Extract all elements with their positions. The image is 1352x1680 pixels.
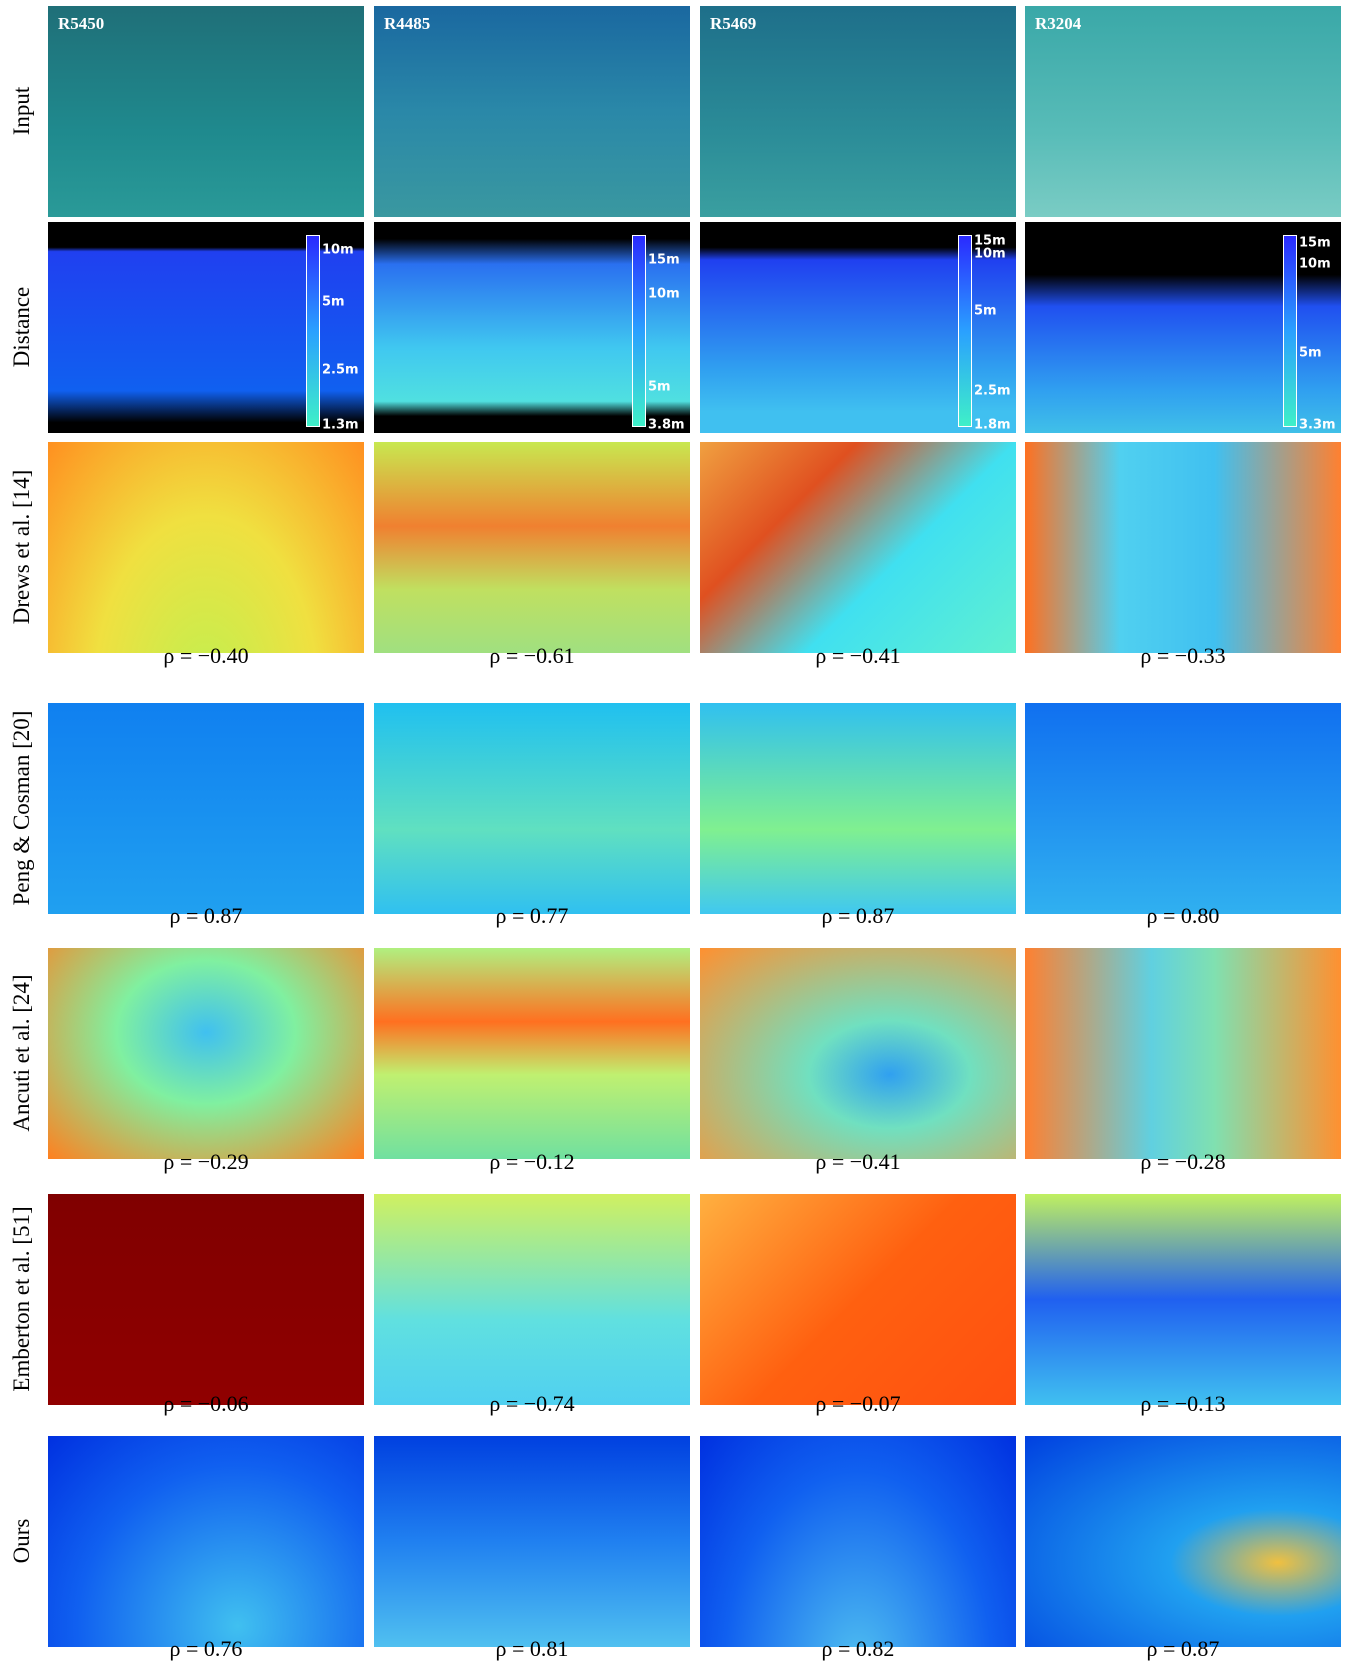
correlation: ρ = 0.82 — [700, 1636, 1016, 1662]
row-label: Ancuti et al. [24] — [9, 974, 35, 1131]
colorbar — [306, 235, 320, 427]
image-panel — [1025, 703, 1341, 914]
image-panel — [700, 1194, 1016, 1405]
image-panel — [48, 948, 364, 1159]
image-panel — [374, 442, 690, 653]
image-panel — [700, 703, 1016, 914]
correlation: ρ = 0.87 — [48, 903, 364, 929]
image-panel — [700, 442, 1016, 653]
row-label: Emberton et al. [51] — [9, 1206, 35, 1391]
image-panel — [700, 948, 1016, 1159]
image-panel — [374, 1194, 690, 1405]
image-panel: R4485 — [374, 6, 690, 217]
correlation: ρ = 0.87 — [1025, 1636, 1341, 1662]
colorbar-label: 10m — [974, 247, 1006, 262]
correlation: ρ = −0.41 — [700, 643, 1016, 669]
correlation: ρ = −0.40 — [48, 643, 364, 669]
colorbar — [958, 235, 972, 427]
colorbar-label: 15m — [1299, 235, 1331, 250]
figure: Input R5450 R4485 R5469 R3204 Distance 10m 5m 2.… — [0, 0, 1352, 1680]
colorbar-label: 5m — [648, 380, 671, 395]
correlation: ρ = −0.13 — [1025, 1391, 1341, 1417]
colorbar-label: 10m — [1299, 256, 1331, 271]
image-panel — [374, 1436, 690, 1647]
correlation: ρ = −0.12 — [374, 1149, 690, 1175]
column-label: R5469 — [710, 14, 756, 34]
correlation: ρ = 0.76 — [48, 1636, 364, 1662]
colorbar-label: 10m — [648, 286, 680, 301]
colorbar-label: 5m — [322, 294, 345, 309]
column-label: R5450 — [58, 14, 104, 34]
image-panel — [374, 703, 690, 914]
column-label: R3204 — [1035, 14, 1081, 34]
colorbar-label: 3.3m — [1299, 418, 1336, 433]
correlation: ρ = 0.77 — [374, 903, 690, 929]
image-panel — [1025, 442, 1341, 653]
row-label: Peng & Cosman [20] — [9, 711, 35, 906]
image-panel — [48, 442, 364, 653]
image-panel: 10m 5m 2.5m 1.3m — [48, 222, 364, 433]
row-label: Drews et al. [14] — [9, 470, 35, 625]
colorbar-label: 1.8m — [974, 418, 1011, 433]
row-label: Input — [9, 87, 35, 136]
image-panel: 15m 10m 5m 3.3m — [1025, 222, 1341, 433]
image-panel — [48, 703, 364, 914]
colorbar-label: 15m — [648, 252, 680, 267]
image-panel — [700, 1436, 1016, 1647]
correlation: ρ = −0.61 — [374, 643, 690, 669]
colorbar-label: 10m — [322, 243, 354, 258]
correlation: ρ = −0.41 — [700, 1149, 1016, 1175]
colorbar-label: 3.8m — [648, 418, 685, 433]
colorbar-label: 2.5m — [322, 362, 359, 377]
image-panel — [374, 948, 690, 1159]
row-label: Distance — [9, 287, 35, 367]
colorbar — [632, 235, 646, 427]
correlation: ρ = 0.81 — [374, 1636, 690, 1662]
image-panel — [48, 1194, 364, 1405]
row-label: Ours — [9, 1519, 35, 1564]
correlation: ρ = −0.33 — [1025, 643, 1341, 669]
correlation: ρ = −0.28 — [1025, 1149, 1341, 1175]
image-panel — [1025, 1194, 1341, 1405]
correlation: ρ = −0.74 — [374, 1391, 690, 1417]
correlation: ρ = −0.07 — [700, 1391, 1016, 1417]
image-panel — [48, 1436, 364, 1647]
colorbar-label: 5m — [974, 304, 997, 319]
image-panel: R3204 — [1025, 6, 1341, 217]
column-label: R4485 — [384, 14, 430, 34]
correlation: ρ = −0.06 — [48, 1391, 364, 1417]
image-panel: R5450 — [48, 6, 364, 217]
correlation: ρ = −0.29 — [48, 1149, 364, 1175]
colorbar — [1283, 235, 1297, 427]
image-panel: R5469 — [700, 6, 1016, 217]
image-panel: 15m 10m 5m 3.8m — [374, 222, 690, 433]
image-panel — [1025, 948, 1341, 1159]
colorbar-label: 5m — [1299, 345, 1322, 360]
colorbar-label: 2.5m — [974, 383, 1011, 398]
correlation: ρ = 0.80 — [1025, 903, 1341, 929]
correlation: ρ = 0.87 — [700, 903, 1016, 929]
colorbar-label: 1.3m — [322, 418, 359, 433]
image-panel — [1025, 1436, 1341, 1647]
